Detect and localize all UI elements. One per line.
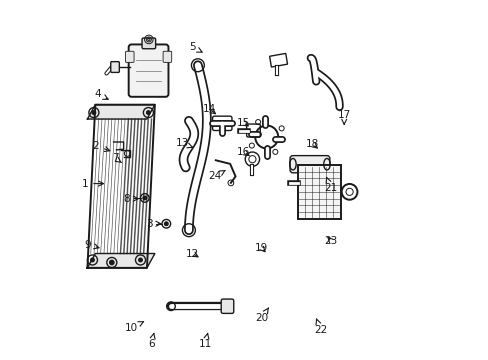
Polygon shape — [87, 253, 155, 268]
FancyBboxPatch shape — [128, 44, 168, 97]
FancyBboxPatch shape — [289, 156, 329, 173]
Text: 9: 9 — [84, 239, 99, 249]
Circle shape — [90, 258, 94, 262]
Text: 5: 5 — [189, 42, 202, 52]
Text: 17: 17 — [337, 111, 350, 124]
Text: 8: 8 — [122, 194, 138, 204]
Text: 14: 14 — [203, 104, 216, 114]
Text: 23: 23 — [324, 236, 337, 246]
FancyBboxPatch shape — [110, 62, 119, 72]
Text: 7: 7 — [112, 153, 122, 163]
Text: 1: 1 — [81, 179, 103, 189]
Text: 4: 4 — [94, 89, 108, 99]
Text: 12: 12 — [185, 248, 199, 258]
Text: 10: 10 — [125, 321, 143, 333]
Text: 11: 11 — [198, 333, 211, 349]
Text: 20: 20 — [255, 308, 268, 323]
Text: 22: 22 — [313, 319, 326, 335]
Circle shape — [109, 260, 114, 265]
FancyBboxPatch shape — [125, 51, 134, 62]
Circle shape — [164, 222, 168, 226]
FancyBboxPatch shape — [142, 38, 155, 49]
Text: 2: 2 — [92, 141, 110, 152]
Text: 24: 24 — [208, 171, 224, 181]
Text: 19: 19 — [255, 243, 268, 253]
Text: 15: 15 — [236, 118, 249, 128]
Text: 13: 13 — [176, 139, 192, 148]
Text: 6: 6 — [148, 333, 155, 349]
Bar — [297, 165, 340, 219]
Circle shape — [92, 111, 96, 114]
FancyBboxPatch shape — [221, 299, 233, 314]
FancyBboxPatch shape — [163, 51, 171, 62]
Text: 3: 3 — [146, 219, 161, 229]
Text: 21: 21 — [323, 177, 337, 193]
Text: 18: 18 — [305, 139, 319, 149]
Polygon shape — [87, 105, 155, 119]
Circle shape — [142, 196, 146, 200]
Text: 16: 16 — [237, 147, 250, 157]
Circle shape — [146, 111, 150, 114]
Circle shape — [139, 258, 142, 262]
